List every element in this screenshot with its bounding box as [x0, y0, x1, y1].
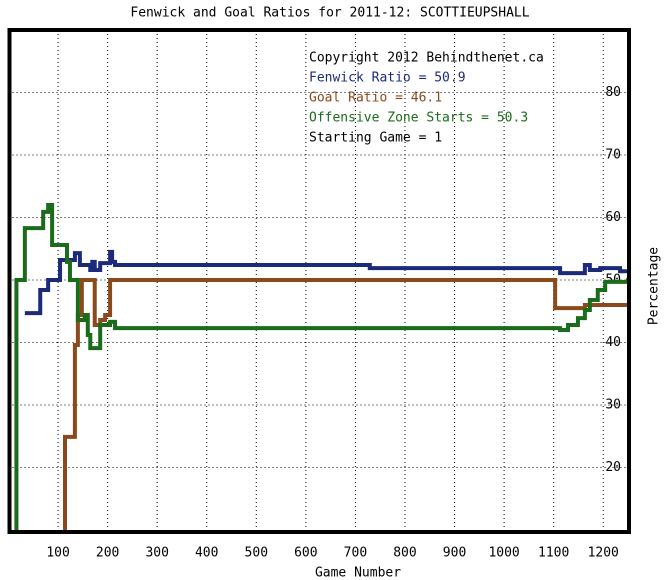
y-tick-label: 60: [605, 210, 621, 225]
plot-frame: [7, 28, 631, 534]
x-tick-label: 1100: [538, 546, 569, 561]
legend-entry: Fenwick Ratio = 50.9: [309, 71, 466, 86]
series-line: [14, 203, 630, 532]
x-tick-label: 600: [294, 546, 317, 561]
y-tick-label: 30: [605, 398, 621, 413]
series-line: [24, 249, 628, 316]
x-axis-label: Game Number: [315, 566, 401, 580]
series-line: [62, 278, 628, 532]
x-tick-label: 400: [195, 546, 218, 561]
x-tick-label: 500: [245, 546, 268, 561]
x-tick-label: 200: [96, 546, 119, 561]
annotation: Copyright 2012 Behindthenet.ca: [309, 51, 544, 66]
y-tick-label: 40: [605, 335, 621, 350]
x-tick-label: 1200: [588, 546, 619, 561]
x-tick-label: 800: [393, 546, 416, 561]
y-tick-label: 80: [605, 85, 621, 100]
chart-title: Fenwick and Goal Ratios for 2011-12: SCO…: [130, 6, 529, 21]
x-tick-label: 1000: [488, 546, 519, 561]
x-tick-label: 900: [443, 546, 466, 561]
y-tick-label: 70: [605, 148, 621, 163]
legend-entry: Goal Ratio = 46.1: [309, 91, 442, 106]
annotation: Starting Game = 1: [309, 131, 442, 146]
x-tick-label: 700: [344, 546, 367, 561]
y-axis-label: Percentage: [647, 247, 662, 325]
x-tick-label: 300: [145, 546, 168, 561]
y-tick-label: 20: [605, 460, 621, 475]
legend-entry: Offensive Zone Starts = 50.3: [309, 111, 528, 126]
x-tick-label: 100: [46, 546, 69, 561]
